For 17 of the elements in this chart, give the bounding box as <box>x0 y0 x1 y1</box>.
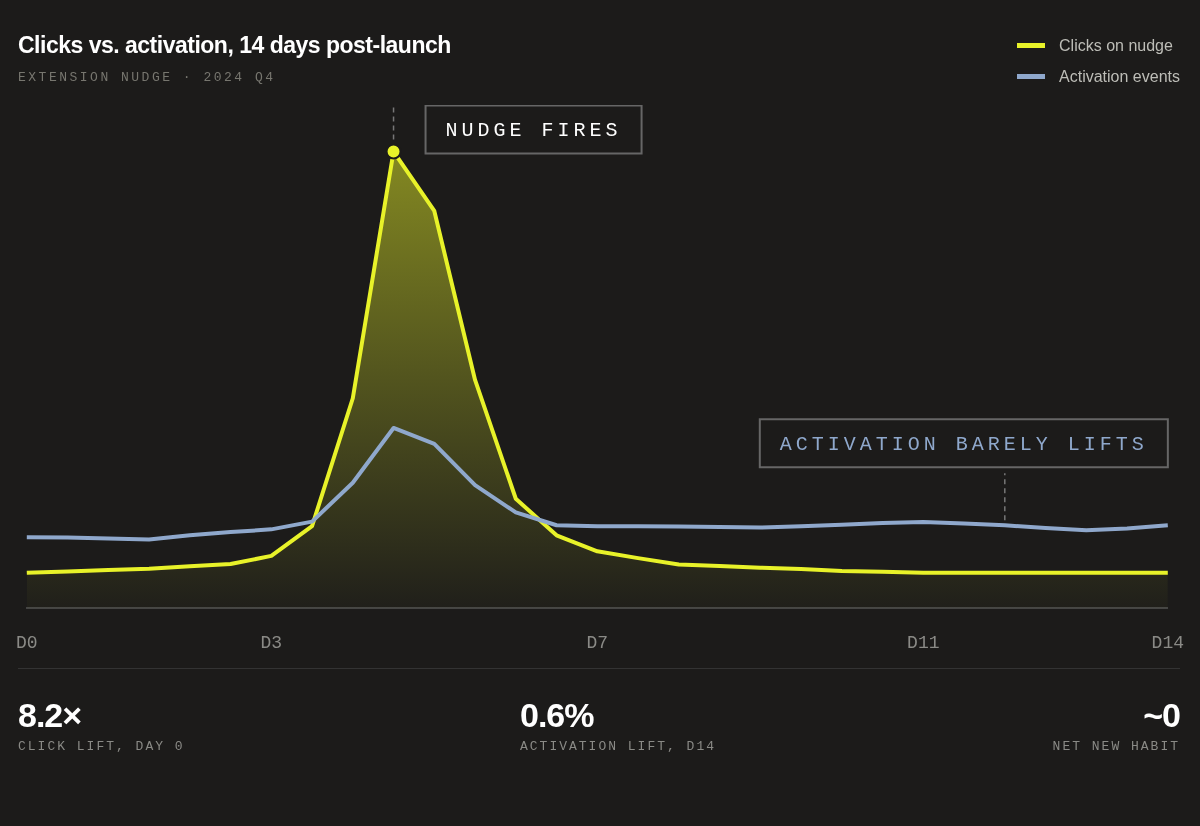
legend-label: Activation events <box>1059 67 1180 86</box>
text: NUDGE FIRES <box>445 118 622 142</box>
x-tick-label: D0 <box>16 632 38 653</box>
x-tick-label: D7 <box>586 632 609 653</box>
text: ~0 <box>1142 696 1180 735</box>
x-tick-label: D11 <box>907 632 940 653</box>
text: 0.6% <box>520 696 595 735</box>
text: 8.2× <box>18 696 83 735</box>
text: CLICK LIFT, DAY 0 <box>18 739 185 754</box>
x-tick-label: D3 <box>260 632 283 653</box>
text: NET NEW HABIT <box>1052 739 1180 754</box>
text: ACTIVATION LIFT, D14 <box>520 739 717 754</box>
annotation: ACTIVATION BARELY LIFTS <box>779 432 1148 456</box>
x-tick-label: D14 <box>1151 632 1184 653</box>
legend-label: Clicks on nudge <box>1059 36 1173 55</box>
chart-title: Clicks vs. activation, 14 days post-launch <box>18 32 451 59</box>
chart-subtitle: EXTENSION NUDGE · 2024 Q4 <box>18 70 276 85</box>
